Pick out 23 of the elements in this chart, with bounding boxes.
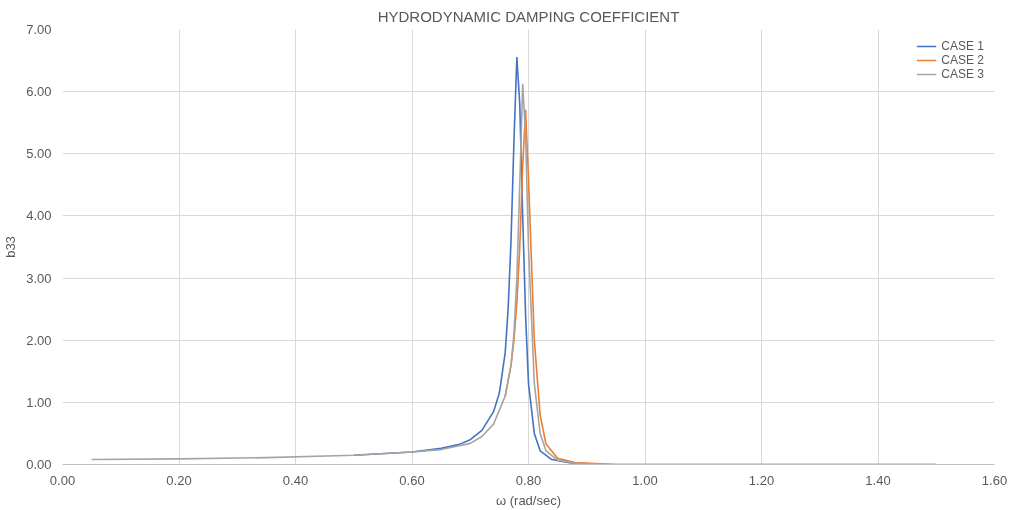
chart-title: HYDRODYNAMIC DAMPING COEFFICIENT [377, 7, 680, 25]
x-tick-label: 0.80 [515, 472, 542, 488]
x-tick-label: 0.40 [282, 472, 309, 488]
legend-label: CASE 2 [941, 53, 984, 67]
y-tick-label: 3.00 [26, 270, 52, 286]
x-axis-title: ω (rad/sec) [495, 492, 562, 508]
y-tick-label: 0.00 [26, 457, 52, 472]
x-tick-label: 1.60 [981, 472, 1008, 488]
x-tick-label: 1.20 [748, 472, 775, 488]
x-tick-label: 0.00 [49, 472, 76, 488]
x-tick-label: 0.60 [399, 472, 425, 488]
y-tick-label: 1.00 [26, 394, 52, 410]
y-axis-title: b33 [3, 236, 19, 258]
y-tick-label: 2.00 [26, 332, 52, 348]
legend-label: CASE 3 [941, 67, 984, 81]
x-tick-label: 0.20 [166, 472, 192, 488]
legend-label: CASE 1 [941, 39, 984, 53]
x-tick-label: 1.40 [865, 472, 891, 488]
y-tick-label: 4.00 [26, 208, 52, 224]
y-tick-label: 5.00 [26, 146, 52, 162]
y-tick-label: 7.00 [26, 22, 52, 37]
x-tick-label: 1.00 [632, 472, 658, 488]
y-tick-label: 6.00 [26, 84, 52, 100]
